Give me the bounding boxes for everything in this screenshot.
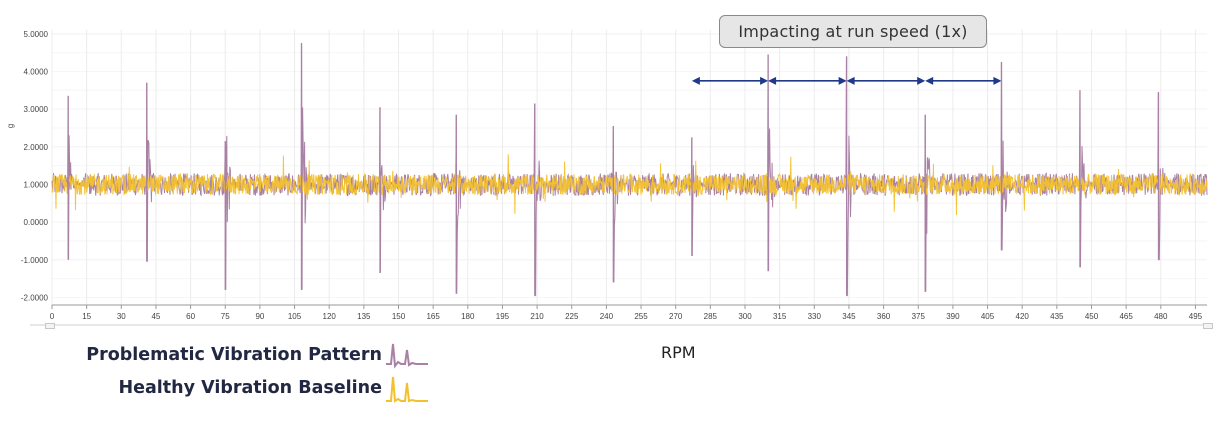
interval-arrow <box>925 76 1002 85</box>
x-tick-label: 270 <box>669 312 683 321</box>
interval-arrow <box>846 76 926 85</box>
range-scroll-handle-left[interactable] <box>45 323 55 329</box>
x-tick-label: 480 <box>1154 312 1168 321</box>
arrow-head-left <box>846 76 855 85</box>
legend-label-problematic: Problematic Vibration Pattern <box>86 345 382 365</box>
x-tick-label: 180 <box>461 312 475 321</box>
x-tick-label: 15 <box>82 312 91 321</box>
annotation-text: Impacting at run speed (1x) <box>738 22 968 41</box>
arrow-head-left <box>691 76 700 85</box>
arrow-head-left <box>768 76 777 85</box>
rpm-label: RPM <box>661 343 696 362</box>
x-tick-label: 60 <box>186 312 195 321</box>
x-tick-label: 90 <box>255 312 264 321</box>
x-tick-label: 75 <box>221 312 230 321</box>
y-tick-label: -1.0000 <box>21 256 49 265</box>
x-tick-label: 405 <box>981 312 995 321</box>
x-tick-label: 210 <box>530 312 544 321</box>
x-tick-label: 150 <box>392 312 406 321</box>
x-tick-label: 0 <box>50 312 55 321</box>
y-tick-label: 1.0000 <box>24 180 49 189</box>
chart-grid <box>51 30 1207 305</box>
problematic-swatch-icon <box>386 343 428 369</box>
x-tick-label: 330 <box>808 312 822 321</box>
x-tick-label: 375 <box>912 312 926 321</box>
y-tick-label: 0.0000 <box>24 218 49 227</box>
healthy-series-line <box>51 154 1208 216</box>
x-tick-label: 420 <box>1016 312 1030 321</box>
interval-arrow <box>768 76 847 85</box>
x-tick-label: 30 <box>117 312 126 321</box>
interval-arrow <box>691 76 769 85</box>
x-tick-label: 240 <box>600 312 614 321</box>
y-axis: g 5.0000 4.0000 3.0000 2.0000 1.0000 0.0000 -1… <box>6 30 49 303</box>
x-tick-label: 435 <box>1050 312 1064 321</box>
y-tick-label: 5.0000 <box>24 30 49 39</box>
series-layer <box>51 43 1208 297</box>
y-tick-label: 4.0000 <box>24 67 49 76</box>
x-tick-label: 165 <box>426 312 440 321</box>
y-tick-label: 3.0000 <box>24 105 49 114</box>
arrow-head-right <box>760 76 769 85</box>
range-scroll-handle-right[interactable] <box>1203 323 1213 329</box>
annotation-callout: Impacting at run speed (1x) <box>719 15 987 48</box>
arrow-head-left <box>925 76 934 85</box>
x-tick-label: 450 <box>1085 312 1099 321</box>
y-axis-label: g <box>6 124 15 128</box>
x-axis: 0 15 30 45 60 75 90 105 120 135 150 165 180 195 210 225… <box>30 304 1212 326</box>
x-tick-label: 465 <box>1119 312 1133 321</box>
x-tick-label: 495 <box>1189 312 1203 321</box>
arrow-head-right <box>838 76 847 85</box>
arrow-head-right <box>917 76 926 85</box>
healthy-swatch-icon <box>386 376 428 403</box>
legend-item-healthy: Healthy Vibration Baseline <box>60 371 432 405</box>
x-tick-label: 300 <box>738 312 752 321</box>
x-tick-label: 315 <box>773 312 787 321</box>
x-tick-label: 345 <box>842 312 856 321</box>
arrow-head-right <box>993 76 1002 85</box>
x-tick-label: 135 <box>357 312 371 321</box>
x-tick-label: 390 <box>946 312 960 321</box>
x-tick-label: 255 <box>634 312 648 321</box>
legend-label-healthy: Healthy Vibration Baseline <box>118 378 382 398</box>
x-tick-label: 225 <box>565 312 579 321</box>
x-tick-label: 105 <box>288 312 302 321</box>
y-tick-label: -2.0000 <box>21 293 49 302</box>
y-tick-label: 2.0000 <box>24 143 49 152</box>
x-tick-label: 285 <box>704 312 718 321</box>
x-tick-label: 195 <box>496 312 510 321</box>
x-tick-label: 45 <box>151 312 160 321</box>
legend-item-problematic: Problematic Vibration Pattern <box>60 338 432 372</box>
x-tick-label: 360 <box>877 312 891 321</box>
arrow-layer <box>691 76 1002 85</box>
x-tick-label: 120 <box>323 312 337 321</box>
